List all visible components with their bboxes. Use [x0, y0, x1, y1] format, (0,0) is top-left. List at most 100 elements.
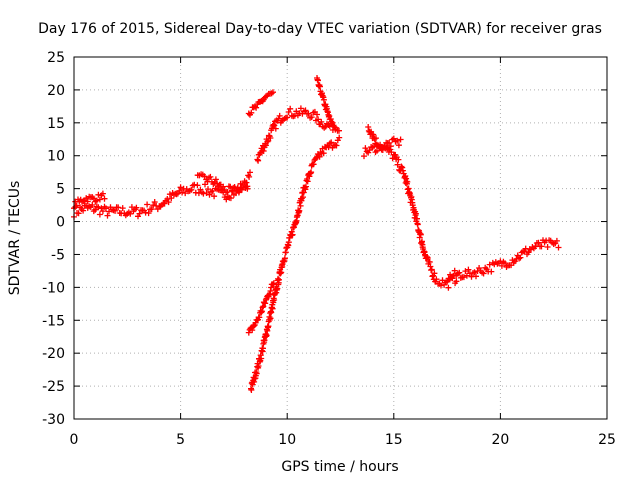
- data-point: [314, 111, 320, 118]
- data-point: [96, 196, 103, 203]
- data-point: [95, 204, 102, 211]
- y-tick-label: -15: [42, 313, 65, 329]
- data-point: [302, 107, 309, 114]
- data-point: [289, 231, 296, 238]
- data-point: [498, 262, 505, 269]
- x-tick-label: 20: [491, 432, 509, 448]
- data-point: [538, 243, 545, 250]
- data-point: [555, 244, 562, 251]
- data-point: [168, 195, 175, 202]
- data-point: [414, 221, 421, 228]
- data-point: [428, 266, 435, 273]
- data-point: [255, 363, 262, 369]
- data-point: [250, 322, 257, 329]
- data-point: [148, 206, 155, 213]
- data-points: [71, 75, 562, 393]
- data-point: [173, 191, 180, 198]
- data-point: [144, 201, 151, 208]
- data-point: [297, 202, 304, 209]
- data-point: [377, 141, 384, 148]
- data-point: [270, 121, 277, 128]
- chart-title: Day 176 of 2015, Sidereal Day-to-day VTE…: [38, 21, 602, 37]
- data-point: [488, 268, 495, 275]
- data-point: [310, 161, 317, 168]
- data-point: [320, 150, 327, 157]
- data-point: [412, 210, 419, 217]
- data-point: [296, 207, 303, 214]
- y-axis-label: SDTVAR / TECUs: [7, 181, 23, 296]
- data-point: [553, 237, 560, 244]
- data-point: [249, 327, 256, 334]
- data-point: [308, 114, 315, 121]
- series-evening-recovery: [444, 237, 562, 284]
- data-point: [112, 207, 119, 214]
- data-point: [133, 204, 140, 211]
- x-tick-label: 5: [176, 432, 185, 448]
- data-point: [80, 207, 87, 214]
- y-tick-label: -20: [42, 346, 65, 362]
- data-point: [253, 104, 260, 111]
- data-point: [266, 290, 273, 297]
- data-point: [336, 127, 342, 134]
- data-point: [273, 289, 280, 296]
- data-point: [93, 197, 100, 204]
- data-point: [269, 305, 276, 312]
- data-point: [270, 89, 276, 96]
- series-early-cluster: [71, 190, 108, 212]
- data-point: [263, 332, 270, 339]
- data-point: [363, 148, 370, 155]
- data-point: [224, 189, 231, 195]
- data-point: [516, 255, 523, 262]
- data-point: [248, 387, 255, 393]
- data-point: [227, 195, 234, 202]
- series-main-trace: [71, 169, 253, 220]
- data-point: [212, 176, 219, 183]
- data-point: [304, 178, 311, 185]
- data-point: [136, 210, 143, 217]
- data-point: [417, 231, 424, 238]
- data-point: [262, 300, 269, 307]
- data-point: [293, 108, 300, 115]
- data-point: [256, 314, 263, 321]
- series-afternoon-band: [361, 135, 404, 160]
- data-point: [361, 153, 367, 160]
- data-point: [465, 266, 472, 273]
- data-point: [404, 178, 411, 185]
- data-point: [260, 148, 267, 154]
- data-point: [509, 257, 516, 264]
- x-tick-label: 15: [385, 432, 403, 448]
- data-point: [119, 205, 126, 212]
- data-point: [373, 135, 379, 142]
- x-axis-label: GPS time / hours: [281, 459, 398, 475]
- data-point: [399, 164, 406, 171]
- data-point: [386, 139, 393, 146]
- data-point: [402, 173, 409, 179]
- data-point: [272, 125, 279, 132]
- data-point: [276, 276, 282, 283]
- tick-labels: 0 5 10 15 20 25 -30 -25 -20 -15 -10 -5 0 5 10 15 20 25: [42, 50, 616, 448]
- data-point: [245, 329, 252, 336]
- data-point: [188, 186, 195, 193]
- data-point: [285, 109, 292, 115]
- data-point: [305, 110, 312, 117]
- data-point: [328, 139, 335, 146]
- data-point: [258, 308, 265, 315]
- data-point: [267, 315, 274, 322]
- data-point: [106, 208, 112, 215]
- data-point: [431, 270, 438, 277]
- data-point: [211, 193, 218, 200]
- data-point: [247, 169, 253, 176]
- data-point: [115, 204, 122, 211]
- data-point: [267, 135, 274, 141]
- data-point: [207, 173, 214, 180]
- data-point: [365, 124, 372, 130]
- data-point: [259, 304, 266, 311]
- data-point: [164, 196, 171, 202]
- data-point: [241, 179, 248, 186]
- data-point: [205, 186, 211, 193]
- data-point: [270, 280, 277, 287]
- series-upper-arc: [245, 89, 276, 118]
- data-point: [389, 155, 396, 162]
- data-point: [99, 190, 106, 197]
